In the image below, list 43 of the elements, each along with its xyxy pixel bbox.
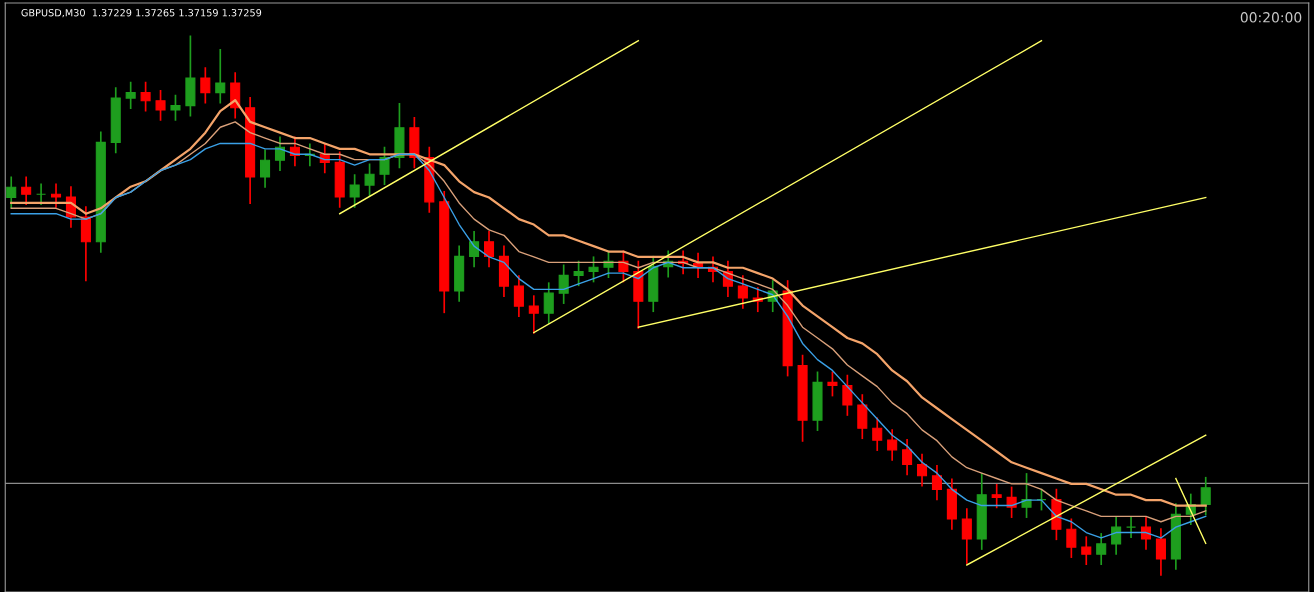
candlestick	[1200, 476, 1211, 517]
candlestick	[469, 230, 480, 269]
candlestick	[364, 162, 375, 197]
candlestick	[379, 145, 390, 186]
candlestick	[528, 294, 539, 335]
candlestick	[916, 452, 928, 488]
candlestick	[543, 281, 554, 325]
candlestick	[857, 393, 868, 440]
candlestick	[260, 148, 271, 189]
candlestick	[1155, 527, 1166, 577]
candlestick	[573, 259, 584, 287]
candlestick	[1111, 515, 1122, 556]
text: 00:20:00	[1240, 12, 1302, 23]
candlestick	[1066, 517, 1077, 559]
candlestick	[170, 93, 181, 122]
candlestick	[842, 373, 853, 417]
candlestick	[483, 230, 495, 269]
candlestick	[558, 263, 569, 305]
candlestick	[931, 464, 942, 501]
candlestick	[588, 255, 599, 284]
candlestick	[140, 81, 151, 113]
candlestick	[872, 416, 883, 452]
candlestick	[513, 274, 524, 318]
candlestick	[349, 173, 360, 209]
chart-title: GBPUSD,M30 1.37229 1.37265 1.37159 1.37259	[21, 9, 262, 18]
candlestick	[1021, 472, 1032, 519]
candlestick	[961, 507, 972, 565]
candlestick	[125, 81, 136, 110]
candlestick	[1140, 515, 1152, 551]
candlestick	[215, 48, 226, 105]
candlestick	[887, 428, 898, 462]
candlestick	[200, 66, 211, 105]
candlestick	[737, 274, 748, 310]
candlestick	[6, 175, 17, 210]
candlestick	[1006, 485, 1017, 519]
candlestick	[902, 438, 913, 477]
candlestick	[1081, 535, 1092, 566]
candlestick	[991, 483, 1002, 510]
candlestick	[827, 370, 838, 398]
candlestick	[1096, 532, 1107, 566]
candlestick	[155, 89, 166, 122]
candlestick	[50, 182, 62, 209]
candlestick	[21, 175, 32, 206]
